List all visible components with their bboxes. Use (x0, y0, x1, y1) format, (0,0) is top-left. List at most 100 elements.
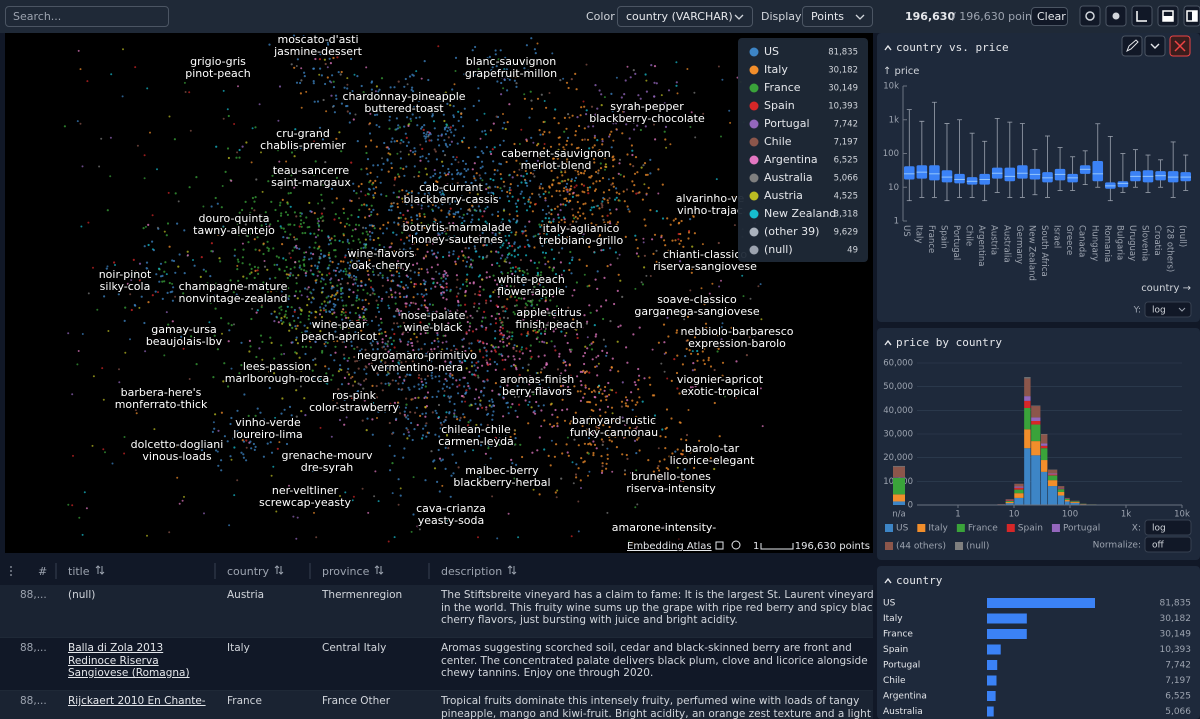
embedding-map[interactable]: moscato-d'astijasmine-dessertgrigio-gris… (5, 33, 873, 553)
point (318, 313, 322, 316)
collapse-chevron[interactable] (884, 44, 892, 51)
point (597, 169, 600, 172)
color-select[interactable]: country (VARCHAR) (617, 6, 753, 27)
point (423, 304, 426, 307)
point (293, 223, 296, 227)
point (567, 178, 570, 181)
attribution[interactable]: Embedding Atlas (627, 541, 712, 552)
search-box[interactable]: Search... (5, 6, 169, 27)
sort-icon[interactable] (374, 565, 384, 575)
column-header[interactable]: country (227, 565, 270, 578)
point (288, 405, 292, 408)
column-header[interactable]: description (441, 565, 503, 578)
point (316, 222, 319, 225)
display-select[interactable]: Points (802, 6, 873, 27)
legend-count: 3,318 (834, 210, 858, 220)
point (76, 120, 79, 123)
hist-bar-segment (1024, 429, 1031, 449)
legend-label: (null) (966, 542, 989, 552)
point (435, 270, 438, 273)
point (485, 342, 488, 345)
point (640, 281, 643, 284)
sort-icon[interactable] (274, 565, 284, 575)
point (359, 325, 362, 328)
point (465, 265, 468, 268)
point (360, 329, 363, 332)
collapse-chevron[interactable] (884, 339, 892, 346)
point (479, 137, 482, 140)
point (551, 52, 554, 55)
point (449, 207, 452, 210)
edit-button[interactable] (1121, 35, 1143, 57)
lasso-icon[interactable] (731, 540, 741, 550)
point (413, 314, 416, 317)
point (276, 286, 279, 289)
point (753, 334, 756, 337)
point (250, 447, 253, 450)
point (206, 446, 209, 449)
point (588, 344, 591, 346)
select-icon[interactable] (715, 541, 724, 550)
point (67, 503, 70, 506)
column-header[interactable]: title (68, 565, 90, 578)
point (609, 418, 613, 421)
point (434, 375, 437, 378)
point (163, 270, 166, 273)
point (651, 431, 655, 434)
x-scale-select[interactable] (1144, 519, 1192, 536)
point (340, 310, 343, 313)
point (591, 146, 594, 149)
menu-button[interactable] (1144, 35, 1166, 57)
point (467, 146, 470, 149)
point (452, 250, 455, 253)
point (419, 321, 422, 324)
sort-icon[interactable] (95, 565, 105, 575)
cluster-label: berry-flavors (502, 385, 572, 398)
point (565, 332, 568, 334)
point (394, 291, 397, 294)
point (238, 211, 241, 214)
normalize-select[interactable] (1144, 536, 1192, 553)
point (533, 48, 537, 51)
point (420, 304, 423, 307)
point (92, 266, 94, 269)
point (366, 233, 369, 236)
point (295, 65, 298, 67)
point (314, 357, 317, 360)
point (536, 449, 539, 452)
sort-icon[interactable] (507, 565, 517, 575)
point (343, 86, 346, 89)
point (635, 425, 639, 429)
point (556, 205, 559, 208)
point (420, 127, 423, 130)
point (609, 247, 612, 250)
clear-button[interactable]: Clear (1031, 7, 1068, 26)
point (626, 457, 629, 460)
collapse-chevron[interactable] (884, 577, 892, 584)
point (428, 95, 431, 98)
point (370, 204, 373, 207)
point (445, 282, 448, 285)
point (548, 266, 551, 269)
point (610, 440, 614, 443)
point (445, 286, 448, 289)
point (620, 430, 623, 433)
point (606, 453, 609, 456)
point (596, 386, 600, 389)
cluster-label: monferrato-thick (115, 398, 208, 411)
point (397, 388, 400, 391)
point (408, 75, 412, 78)
point (481, 165, 484, 168)
point (702, 112, 705, 115)
column-header[interactable]: province (322, 565, 370, 578)
y-scale-select[interactable] (1144, 301, 1192, 318)
point (342, 270, 345, 273)
point (251, 196, 254, 200)
point (432, 317, 435, 320)
point (498, 317, 502, 320)
column-header[interactable]: # (38, 565, 48, 578)
point (240, 341, 243, 344)
point (570, 178, 574, 181)
point (434, 313, 437, 316)
point (664, 125, 668, 128)
